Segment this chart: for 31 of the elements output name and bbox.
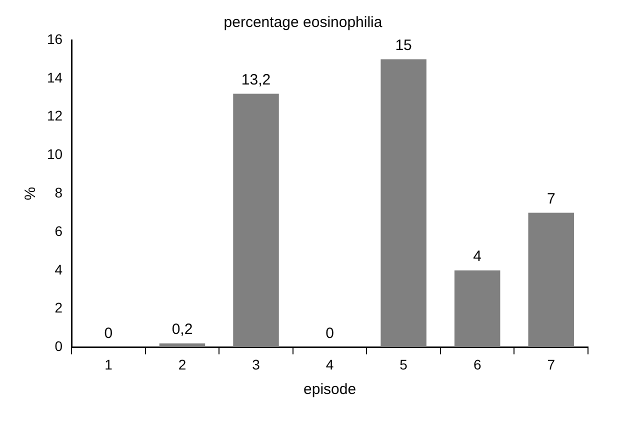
bar: [380, 59, 426, 348]
x-tick-label: 4: [326, 356, 334, 372]
y-tick-label: 4: [54, 261, 63, 278]
x-tick-label: 7: [547, 356, 556, 372]
bar: [528, 212, 574, 348]
data-label: 13,2: [241, 71, 271, 88]
y-tick-label: 6: [54, 222, 63, 239]
x-tick-label: 6: [473, 356, 482, 372]
bar: [233, 94, 279, 348]
x-axis-title: episode: [304, 381, 356, 398]
data-label: 0: [104, 324, 113, 342]
data-label: 0: [326, 324, 334, 342]
y-tick-label: 16: [46, 30, 63, 47]
x-tick-label: 3: [252, 356, 260, 372]
y-tick-label: 2: [54, 300, 63, 316]
bar: [454, 270, 500, 348]
data-label: 7: [546, 190, 556, 208]
y-tick-label: 12: [46, 108, 63, 124]
x-tick-label: 1: [104, 356, 113, 372]
y-tick-label: 14: [46, 69, 63, 86]
y-tick-label: 10: [46, 146, 63, 162]
x-tick-label: 5: [400, 356, 408, 372]
data-label: 15: [395, 36, 412, 54]
bar: [159, 343, 206, 348]
y-tick-label: 0: [54, 338, 63, 354]
y-tick-label: 8: [54, 184, 63, 200]
y-axis-title: %: [22, 186, 40, 200]
data-label: 4: [473, 248, 482, 266]
chart-title: percentage eosinophilia: [224, 14, 383, 32]
data-label: 0,2: [172, 321, 193, 338]
x-tick-label: 2: [178, 356, 186, 372]
